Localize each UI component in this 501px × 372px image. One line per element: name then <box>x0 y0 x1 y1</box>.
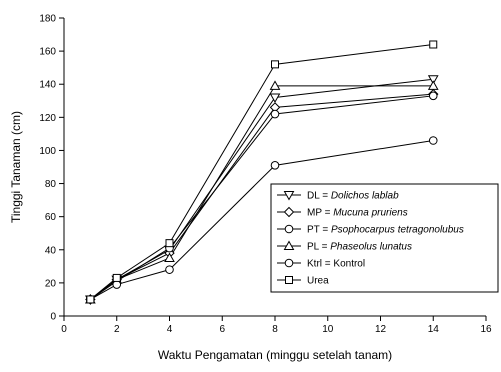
data-point-s3 <box>269 80 281 90</box>
legend-entry-label: PT = Psophocarpus tetragonolubus <box>307 225 464 236</box>
x-tick-label: 6 <box>219 324 225 335</box>
data-point-s2 <box>428 91 438 101</box>
x-tick-label: 8 <box>272 324 278 335</box>
x-tick-label: 12 <box>375 324 387 335</box>
y-axis-label: Tinggi Tanaman (cm) <box>9 111 23 223</box>
y-tick-label: 0 <box>50 312 56 323</box>
y-tick-label: 40 <box>45 245 57 256</box>
data-point-s2 <box>270 109 280 119</box>
legend-entry-label: MP = Mucuna pruriens <box>307 208 408 219</box>
legend-entry-label: Ktrl = Kontrol <box>307 259 365 270</box>
legend: DL = Dolichos lablab MP = Mucuna pruriens… <box>270 183 499 293</box>
legend-marker <box>283 206 295 218</box>
legend-entry-label: Urea <box>307 276 329 287</box>
x-tick-label: 4 <box>167 324 173 335</box>
y-tick-label: 140 <box>39 80 56 91</box>
x-tick-label: 10 <box>322 324 334 335</box>
y-tick-label: 100 <box>39 146 56 157</box>
legend-marker <box>285 276 293 284</box>
data-point-s5 <box>112 273 121 282</box>
data-point-s4 <box>428 136 438 145</box>
x-tick-label: 16 <box>480 324 492 335</box>
data-point-s3 <box>427 80 439 90</box>
legend-entry-label: DL = Dolichos lablab <box>307 191 399 202</box>
y-tick-label: 20 <box>45 278 57 289</box>
x-tick-label: 2 <box>114 324 120 335</box>
legend-marker <box>284 224 294 234</box>
y-tick-label: 180 <box>39 14 56 25</box>
legend-marker <box>283 240 295 250</box>
legend-entry-label: PL = Phaseolus lunatus <box>307 242 412 253</box>
legend-box <box>270 183 499 293</box>
data-point-s5 <box>86 295 95 304</box>
data-point-s4 <box>270 161 280 170</box>
data-point-s5 <box>429 40 438 49</box>
legend-marker <box>284 258 294 268</box>
plot-markers <box>85 40 439 305</box>
y-tick-label: 120 <box>39 113 56 124</box>
data-point-s5 <box>271 60 279 69</box>
data-point-s0 <box>269 93 281 103</box>
x-tick-label: 14 <box>428 324 440 335</box>
y-tick-label: 80 <box>45 179 57 190</box>
data-point-s3 <box>164 252 175 263</box>
data-point-s5 <box>165 239 174 248</box>
x-axis-label: Waktu Pengamatan (minggu setelah tanam) <box>158 348 392 362</box>
data-point-s4 <box>165 265 174 274</box>
y-tick-label: 160 <box>39 47 56 58</box>
x-tick-label: 0 <box>61 324 67 335</box>
y-tick-label: 60 <box>45 212 57 223</box>
legend-marker <box>283 191 295 201</box>
data-point-s0 <box>427 75 439 85</box>
